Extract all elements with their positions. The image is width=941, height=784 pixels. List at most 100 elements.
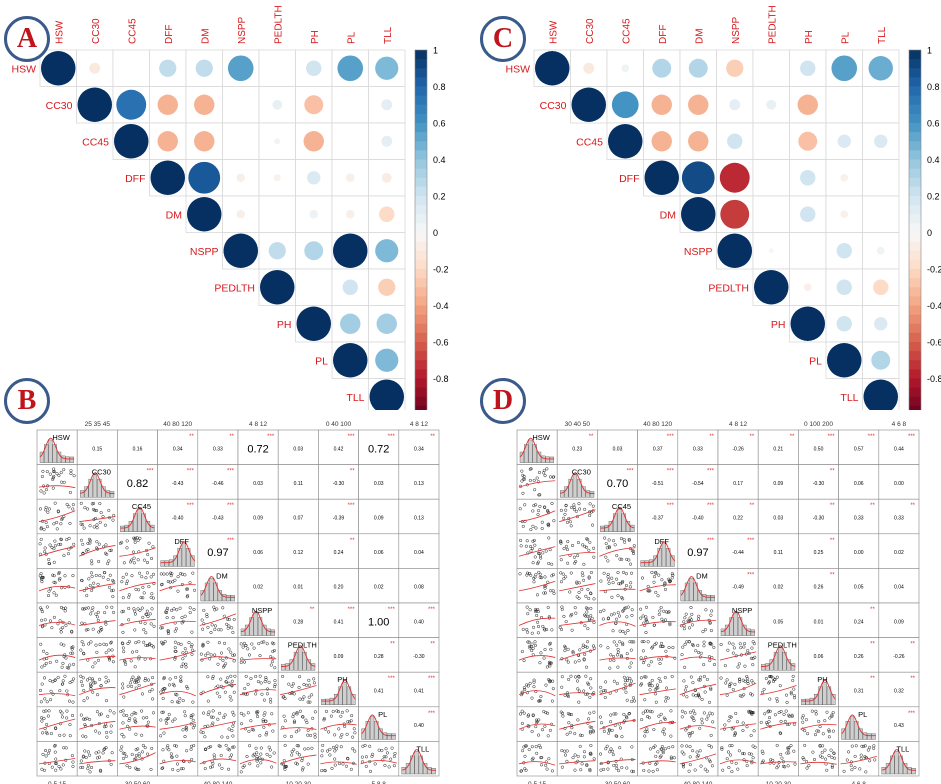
density-curve <box>321 679 356 702</box>
scatter-point <box>743 642 747 646</box>
scatter-point <box>40 767 44 771</box>
scatter-point <box>217 763 221 767</box>
scatter-point <box>270 641 274 645</box>
scatter-point <box>663 587 667 591</box>
scatter-point <box>89 571 94 575</box>
scatter-point <box>43 697 47 701</box>
scatter-point <box>109 589 114 593</box>
scatter-point <box>51 680 55 684</box>
scatter-point <box>61 606 65 611</box>
scatter-point <box>251 754 255 758</box>
scatter-point <box>669 756 673 761</box>
scatter-point <box>623 679 627 683</box>
scatter-point <box>830 764 834 768</box>
histogram-bar <box>65 456 70 463</box>
correlation-value: -0.30 <box>333 481 345 487</box>
scatter-point <box>604 555 608 559</box>
scatter-point <box>71 700 75 704</box>
scatter-point <box>813 733 818 737</box>
scatter-point <box>733 732 737 736</box>
scatter-point <box>738 642 742 646</box>
scatter-point <box>522 686 526 690</box>
scatter-point <box>741 751 745 756</box>
scatter-point <box>683 616 687 620</box>
scatter-point <box>779 719 783 723</box>
scatter-point <box>162 731 166 735</box>
scatter-point <box>612 763 616 767</box>
scatter-point <box>673 656 677 660</box>
scatter-point <box>689 675 693 679</box>
significance-stars: ** <box>870 676 875 682</box>
smooth-line <box>639 721 676 730</box>
scatter-point <box>606 767 610 771</box>
scatter-point <box>734 761 738 765</box>
scatter-point <box>528 644 532 648</box>
scatter-point <box>127 640 131 644</box>
scatter-point <box>84 755 88 760</box>
scatter-point <box>644 615 648 619</box>
scatter-point <box>590 616 594 620</box>
scatter-point <box>580 762 584 766</box>
scatter-point <box>282 714 286 718</box>
corrplot-row-label-dff: DFF <box>125 173 145 185</box>
scatter-point <box>810 709 814 713</box>
corr-cell <box>258 195 296 233</box>
scatter-point <box>201 627 205 631</box>
scatter-point <box>584 674 588 678</box>
scatter-point <box>530 546 535 551</box>
scatter-point <box>54 726 58 730</box>
scatter-point <box>529 528 533 532</box>
scatter-point <box>546 605 550 610</box>
scatter-point <box>710 642 714 646</box>
scatter-point <box>119 709 123 714</box>
pairs-cell <box>318 568 359 604</box>
scatter-point <box>525 539 529 543</box>
scatter-point <box>353 749 357 753</box>
scatter-point <box>104 622 108 626</box>
scatter-point <box>542 656 546 660</box>
scatter-point <box>533 543 537 547</box>
colorbar-segment <box>415 205 427 215</box>
scatter-point <box>742 752 746 756</box>
scatter-point <box>109 548 113 552</box>
scatter-point <box>664 699 668 703</box>
scatter-point <box>584 594 588 598</box>
scatter-point <box>370 754 374 758</box>
pairs-cell <box>318 602 359 638</box>
scatter-point <box>590 725 594 730</box>
corr-circle <box>223 233 258 268</box>
scatter-point <box>559 558 563 562</box>
scatter-point <box>159 572 163 576</box>
scatter-point <box>112 580 116 584</box>
scatter-point <box>658 644 663 649</box>
scatter-point <box>615 734 619 738</box>
scatter-point <box>185 587 190 591</box>
scatter-point <box>323 768 327 773</box>
pairs-cell <box>197 498 239 535</box>
scatter-point <box>81 765 85 769</box>
scatter-point <box>703 767 707 771</box>
scatter-point <box>551 687 555 691</box>
scatter-point <box>616 665 620 669</box>
scatter-point <box>588 513 592 518</box>
scatter-point <box>88 682 93 686</box>
correlation-value: 0.13 <box>414 481 424 487</box>
scatter-point <box>90 562 94 566</box>
scatter-point <box>40 474 44 479</box>
scatter-point <box>618 746 622 750</box>
scatter-point <box>298 709 302 713</box>
scatter-point <box>79 674 83 678</box>
scatter-point <box>84 606 88 610</box>
scatter-point <box>668 623 672 627</box>
scatter-point <box>568 520 572 524</box>
corr-circle <box>379 206 395 222</box>
scatter-point <box>536 509 541 513</box>
scatter-point <box>706 714 710 718</box>
scatter-point <box>750 646 754 650</box>
histogram-bar <box>725 624 730 636</box>
scatter-point <box>827 728 831 732</box>
scatter-point <box>521 477 526 481</box>
density-curve <box>120 506 155 529</box>
significance-stars: *** <box>388 434 396 440</box>
scatter-point <box>583 507 587 511</box>
